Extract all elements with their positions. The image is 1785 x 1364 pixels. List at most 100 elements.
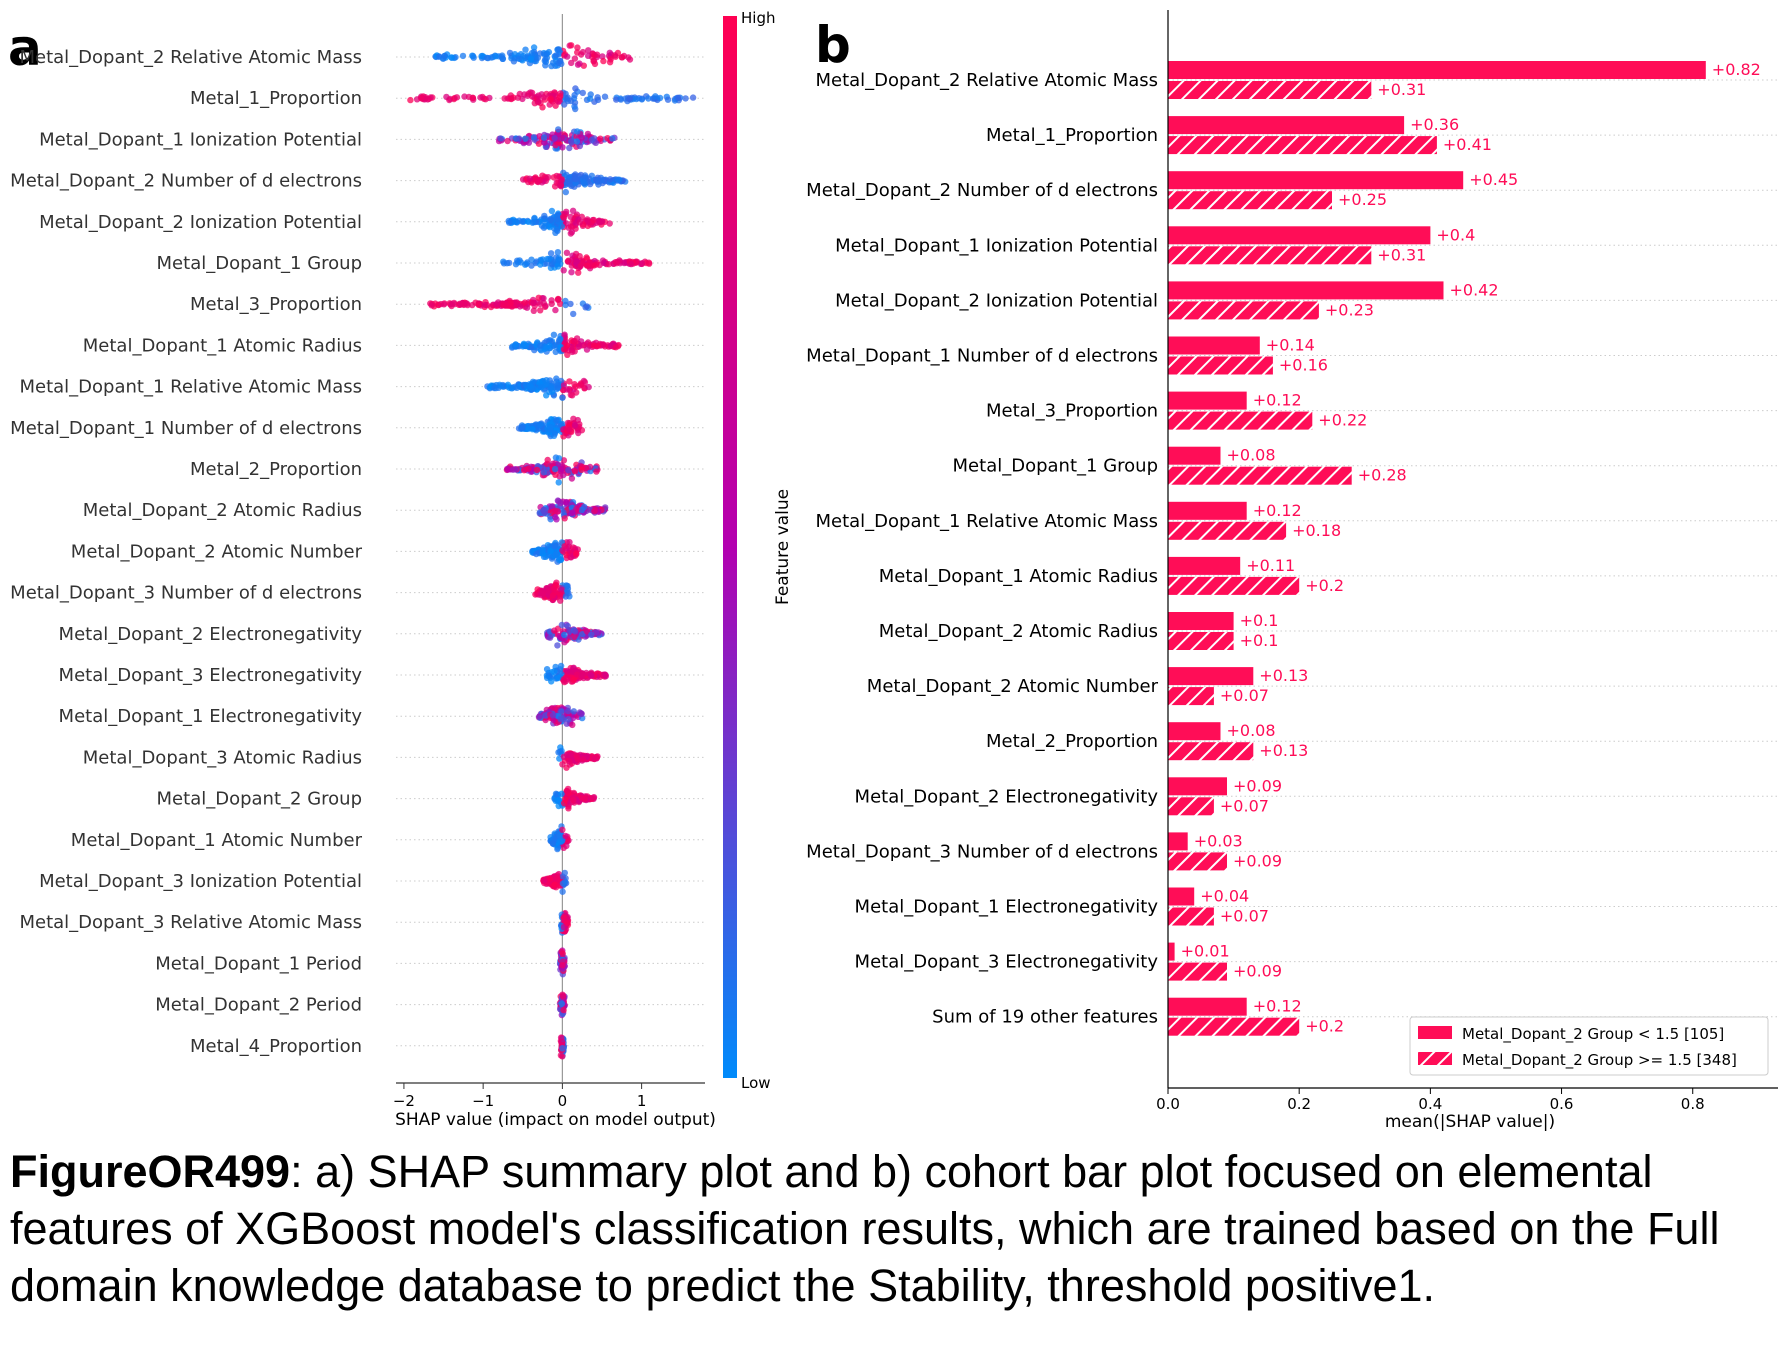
shap-point	[549, 592, 557, 599]
shap-point	[561, 639, 568, 646]
category-label: Metal_Dopant_1 Number of d electrons	[806, 346, 1158, 367]
shap-point	[560, 346, 568, 353]
shap-point	[562, 188, 569, 196]
shap-point	[504, 137, 511, 145]
category-label: Metal_Dopant_2 Number of d electrons	[806, 180, 1158, 201]
shap-point	[530, 299, 537, 306]
shap-point	[582, 304, 589, 311]
feature-label: Metal_Dopant_2 Ionization Potential	[39, 212, 362, 233]
shap-point	[564, 258, 572, 265]
shap-point	[567, 230, 574, 237]
shap-point	[558, 177, 565, 185]
shap-point	[546, 342, 553, 349]
category-label: Metal_1_Proportion	[986, 125, 1158, 146]
category-label: Metal_Dopant_1 Ionization Potential	[835, 235, 1158, 256]
bar-cohort-high	[1168, 742, 1254, 761]
bar-value-label: +0.45	[1469, 170, 1518, 189]
bar-value-label: +0.2	[1305, 1017, 1344, 1036]
shap-point	[557, 591, 564, 598]
shap-point	[560, 753, 568, 760]
bar-cohort-high	[1168, 246, 1372, 265]
bar-value-label: +0.12	[1253, 501, 1302, 520]
shap-point	[512, 341, 520, 348]
shap-point	[557, 1034, 565, 1041]
feature-label: Metal_Dopant_2 Atomic Radius	[83, 500, 362, 521]
shap-point	[533, 550, 540, 558]
shap-point	[664, 96, 672, 103]
shap-point	[555, 46, 563, 53]
bar-cohort-low	[1168, 722, 1221, 741]
shap-point	[563, 787, 571, 795]
shap-point	[574, 128, 581, 135]
shap-point	[558, 1000, 565, 1007]
shap-point	[561, 878, 569, 886]
shap-point	[579, 631, 586, 638]
shap-point	[568, 138, 575, 145]
shap-point	[540, 469, 547, 476]
shap-point	[569, 348, 576, 356]
shap-point	[478, 52, 485, 60]
feature-label: Metal_Dopant_2 Group	[157, 789, 362, 810]
shap-point	[540, 134, 548, 141]
shap-point	[566, 758, 573, 765]
feature-label: Metal_2_Proportion	[190, 459, 362, 480]
shap-point	[516, 135, 523, 142]
shap-point	[591, 755, 598, 763]
shap-point	[568, 475, 576, 482]
shap-point	[578, 338, 585, 345]
shap-point	[525, 90, 532, 97]
shap-point	[497, 135, 504, 142]
shap-point	[555, 749, 562, 756]
bar-value-label: +0.23	[1325, 300, 1374, 319]
shap-point	[523, 304, 531, 311]
shap-point	[556, 838, 564, 845]
shap-point	[571, 467, 579, 475]
shap-point	[514, 94, 522, 101]
shap-point	[559, 992, 567, 999]
bar-value-label: +0.2	[1305, 576, 1344, 595]
shap-point	[567, 300, 574, 308]
legend-box	[1409, 1016, 1769, 1076]
shap-point	[543, 460, 551, 467]
shap-point	[547, 216, 555, 223]
shap-point	[638, 260, 646, 267]
shap-point	[512, 261, 520, 268]
shap-point	[541, 51, 548, 58]
shap-point	[518, 423, 525, 431]
shap-point	[551, 430, 559, 437]
shap-point	[554, 508, 561, 515]
shap-point	[575, 343, 583, 350]
category-label: Metal_Dopant_3 Number of d electrons	[806, 841, 1158, 862]
shap-point	[551, 134, 558, 142]
shap-point	[541, 877, 548, 884]
shap-point	[568, 59, 575, 67]
bar-cohort-high	[1168, 136, 1437, 155]
category-label: Metal_Dopant_1 Atomic Radius	[879, 566, 1158, 587]
x-tick-label: 1	[637, 1092, 647, 1110]
shap-point	[542, 62, 549, 69]
bar-value-label: +0.28	[1358, 466, 1407, 485]
shap-point	[554, 642, 561, 649]
shap-point	[526, 175, 533, 182]
feature-label: Metal_Dopant_1 Period	[155, 953, 362, 974]
bar-cohort-high	[1168, 687, 1214, 706]
shap-point	[553, 375, 560, 382]
bar-cohort-low	[1168, 171, 1464, 190]
shap-point	[559, 888, 566, 895]
shap-point	[628, 260, 635, 268]
category-label: Metal_Dopant_2 Relative Atomic Mass	[815, 70, 1158, 91]
shap-point	[547, 547, 554, 555]
shap-point	[625, 54, 632, 61]
shap-point	[535, 98, 542, 105]
x-axis-label: SHAP value (impact on model output)	[395, 1110, 716, 1130]
shap-point	[570, 796, 577, 804]
shap-point	[559, 873, 566, 880]
shap-point	[546, 875, 553, 882]
bar-cohort-high	[1168, 797, 1214, 816]
shap-point	[546, 634, 554, 641]
shap-point	[537, 342, 544, 349]
shap-point	[682, 95, 689, 102]
shap-point	[583, 254, 590, 261]
bar-value-label: +0.36	[1410, 115, 1459, 134]
bar-value-label: +0.1	[1240, 611, 1279, 630]
